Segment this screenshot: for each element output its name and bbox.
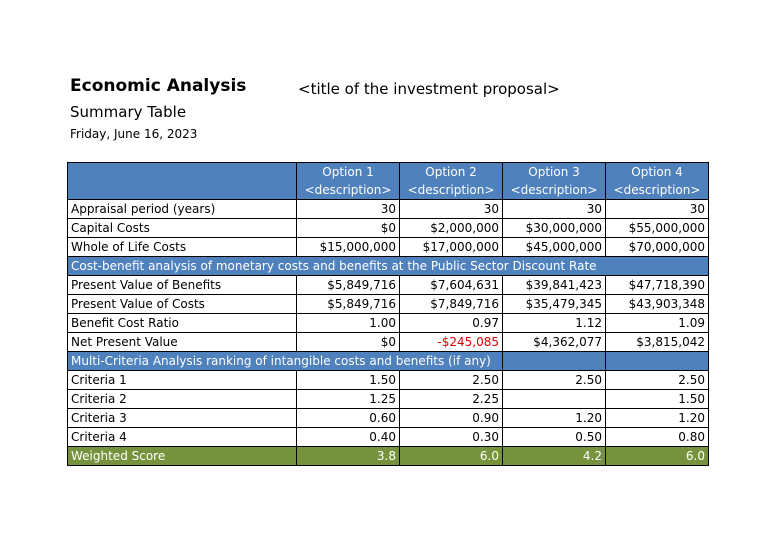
option-description: <description> [510,183,598,197]
cell-value: 2.50 [502,370,606,390]
cell-value: $5,849,716 [296,294,400,314]
cell-value: $30,000,000 [502,218,606,238]
cell-value: 2.50 [605,370,709,390]
cell-value: 1.12 [502,313,606,333]
table-row: Appraisal period (years) 30 30 30 30 [67,199,709,219]
cell-value: 2.25 [399,389,503,409]
cell-value: 30 [296,199,400,219]
cell-value: $35,479,345 [502,294,606,314]
header-corner [67,162,297,200]
cell-value: $0 [296,218,400,238]
cell-value: $7,604,631 [399,275,503,295]
option-description: <description> [407,183,495,197]
row-label: Capital Costs [67,218,297,238]
section-header-row: Cost-benefit analysis of monetary costs … [67,256,709,276]
table-row: Benefit Cost Ratio 1.00 0.97 1.12 1.09 [67,313,709,333]
cell-value: 1.09 [605,313,709,333]
cell-value: 30 [605,199,709,219]
table-row: Criteria 3 0.60 0.90 1.20 1.20 [67,408,709,428]
cell-value: 2.50 [399,370,503,390]
table-row: Criteria 2 1.25 2.25 1.50 [67,389,709,409]
option-4-header: Option 4 <description> [605,162,709,200]
multi-criteria-section-title: Multi-Criteria Analysis ranking of intan… [67,351,503,371]
cell-value: $7,849,716 [399,294,503,314]
section-spacer-cell [502,351,606,371]
cell-value: 1.50 [296,370,400,390]
report-title: Economic Analysis [70,76,247,96]
cell-value [502,389,606,409]
cell-value: 0.30 [399,427,503,447]
weighted-score-row: Weighted Score 3.8 6.0 4.2 6.0 [67,446,709,466]
cell-value: $5,849,716 [296,275,400,295]
cell-value: $3,815,042 [605,332,709,352]
option-3-header: Option 3 <description> [502,162,606,200]
cell-value: $17,000,000 [399,237,503,257]
table-row: Criteria 4 0.40 0.30 0.50 0.80 [67,427,709,447]
cell-value: $70,000,000 [605,237,709,257]
cell-value: 1.00 [296,313,400,333]
cell-value: $4,362,077 [502,332,606,352]
option-description: <description> [304,183,392,197]
cell-value: 0.50 [502,427,606,447]
cell-value: 1.20 [502,408,606,428]
option-name: Option 1 [322,165,374,179]
row-label: Criteria 2 [67,389,297,409]
cost-benefit-section-title: Cost-benefit analysis of monetary costs … [67,256,709,276]
cell-value: $55,000,000 [605,218,709,238]
row-label: Weighted Score [67,446,297,466]
cell-value: $43,903,348 [605,294,709,314]
table-row: Whole of Life Costs $15,000,000 $17,000,… [67,237,709,257]
cell-value: $0 [296,332,400,352]
cell-value: $15,000,000 [296,237,400,257]
cell-value: 1.20 [605,408,709,428]
row-label: Present Value of Benefits [67,275,297,295]
row-label: Benefit Cost Ratio [67,313,297,333]
table-header-row: Option 1 <description> Option 2 <descripti… [67,162,709,200]
summary-table: Option 1 <description> Option 2 <descripti… [67,162,709,466]
table-row: Present Value of Benefits $5,849,716 $7,… [67,275,709,295]
option-name: Option 3 [528,165,580,179]
score-value: 4.2 [502,446,606,466]
option-name: Option 2 [425,165,477,179]
row-label: Criteria 4 [67,427,297,447]
cell-value: 30 [502,199,606,219]
row-label: Whole of Life Costs [67,237,297,257]
score-value: 6.0 [399,446,503,466]
table-row: Criteria 1 1.50 2.50 2.50 2.50 [67,370,709,390]
table-row: Capital Costs $0 $2,000,000 $30,000,000 … [67,218,709,238]
option-2-header: Option 2 <description> [399,162,503,200]
report-date: Friday, June 16, 2023 [70,127,198,141]
section-header-row: Multi-Criteria Analysis ranking of intan… [67,351,709,371]
row-label: Appraisal period (years) [67,199,297,219]
score-value: 6.0 [605,446,709,466]
cell-value: 0.60 [296,408,400,428]
row-label: Criteria 1 [67,370,297,390]
score-value: 3.8 [296,446,400,466]
cell-value: 30 [399,199,503,219]
section-spacer-cell [605,351,709,371]
negative-cell-value: -$245,085 [399,332,503,352]
cell-value: $39,841,423 [502,275,606,295]
proposal-title: <title of the investment proposal> [298,80,560,98]
row-label: Net Present Value [67,332,297,352]
option-name: Option 4 [631,165,683,179]
table-row: Present Value of Costs $5,849,716 $7,849… [67,294,709,314]
row-label: Present Value of Costs [67,294,297,314]
cell-value: 1.25 [296,389,400,409]
cell-value: $2,000,000 [399,218,503,238]
cell-value: $47,718,390 [605,275,709,295]
cell-value: $45,000,000 [502,237,606,257]
cell-value: 0.40 [296,427,400,447]
table-row: Net Present Value $0 -$245,085 $4,362,07… [67,332,709,352]
option-description: <description> [613,183,701,197]
cell-value: 1.50 [605,389,709,409]
cell-value: 0.90 [399,408,503,428]
row-label: Criteria 3 [67,408,297,428]
cell-value: 0.97 [399,313,503,333]
report-subtitle: Summary Table [70,103,187,121]
option-1-header: Option 1 <description> [296,162,400,200]
cell-value: 0.80 [605,427,709,447]
